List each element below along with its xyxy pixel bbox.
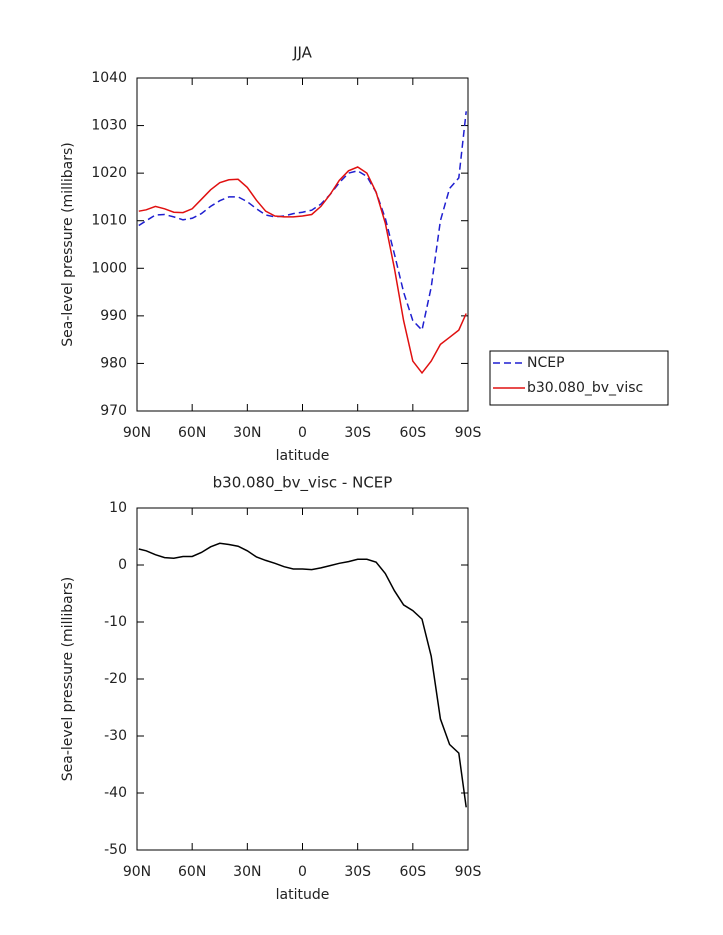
x-axis-label: latitude (276, 448, 330, 464)
y-axis-label: Sea-level pressure (millibars) (60, 577, 76, 781)
y-tick-label: 1040 (91, 70, 127, 86)
x-tick-label: 90S (455, 425, 482, 441)
y-tick-label: 1030 (91, 118, 127, 134)
chart-title: b30.080_bv_visc - NCEP (213, 474, 393, 493)
y-tick-label: 1000 (91, 260, 127, 276)
x-tick-label: 0 (298, 425, 307, 441)
x-tick-label: 90N (123, 864, 151, 880)
x-tick-label: 30N (233, 864, 261, 880)
x-tick-label: 30S (344, 425, 371, 441)
plot-frame (136, 507, 469, 851)
chart-title: JJA (292, 44, 313, 62)
y-tick-label: 990 (100, 308, 127, 324)
x-tick-label: 90S (455, 864, 482, 880)
legend-label: b30.080_bv_visc (527, 380, 643, 396)
legend-box (489, 350, 669, 406)
legend-label: NCEP (527, 355, 565, 371)
y-tick-label: -10 (104, 614, 127, 630)
series-line (138, 166, 467, 375)
plot-frame (136, 77, 469, 412)
y-tick-label: 0 (118, 557, 127, 573)
y-tick-label: 970 (100, 403, 127, 419)
y-tick-label: 10 (109, 500, 127, 516)
x-tick-label: 60S (399, 864, 426, 880)
y-axis-label: Sea-level pressure (millibars) (60, 142, 76, 346)
y-tick-label: -50 (104, 842, 127, 858)
series-line (138, 111, 467, 332)
y-tick-label: 1010 (91, 213, 127, 229)
x-axis-label: latitude (276, 887, 330, 903)
y-tick-label: 1020 (91, 165, 127, 181)
y-tick-label: -40 (104, 785, 127, 801)
x-tick-label: 60S (399, 425, 426, 441)
y-tick-label: -30 (104, 728, 127, 744)
x-tick-label: 0 (298, 864, 307, 880)
x-tick-label: 60N (178, 864, 206, 880)
x-tick-label: 30N (233, 425, 261, 441)
y-tick-label: 980 (100, 355, 127, 371)
series-line (138, 542, 467, 808)
x-tick-label: 90N (123, 425, 151, 441)
x-tick-label: 30S (344, 864, 371, 880)
x-tick-label: 60N (178, 425, 206, 441)
y-tick-label: -20 (104, 671, 127, 687)
